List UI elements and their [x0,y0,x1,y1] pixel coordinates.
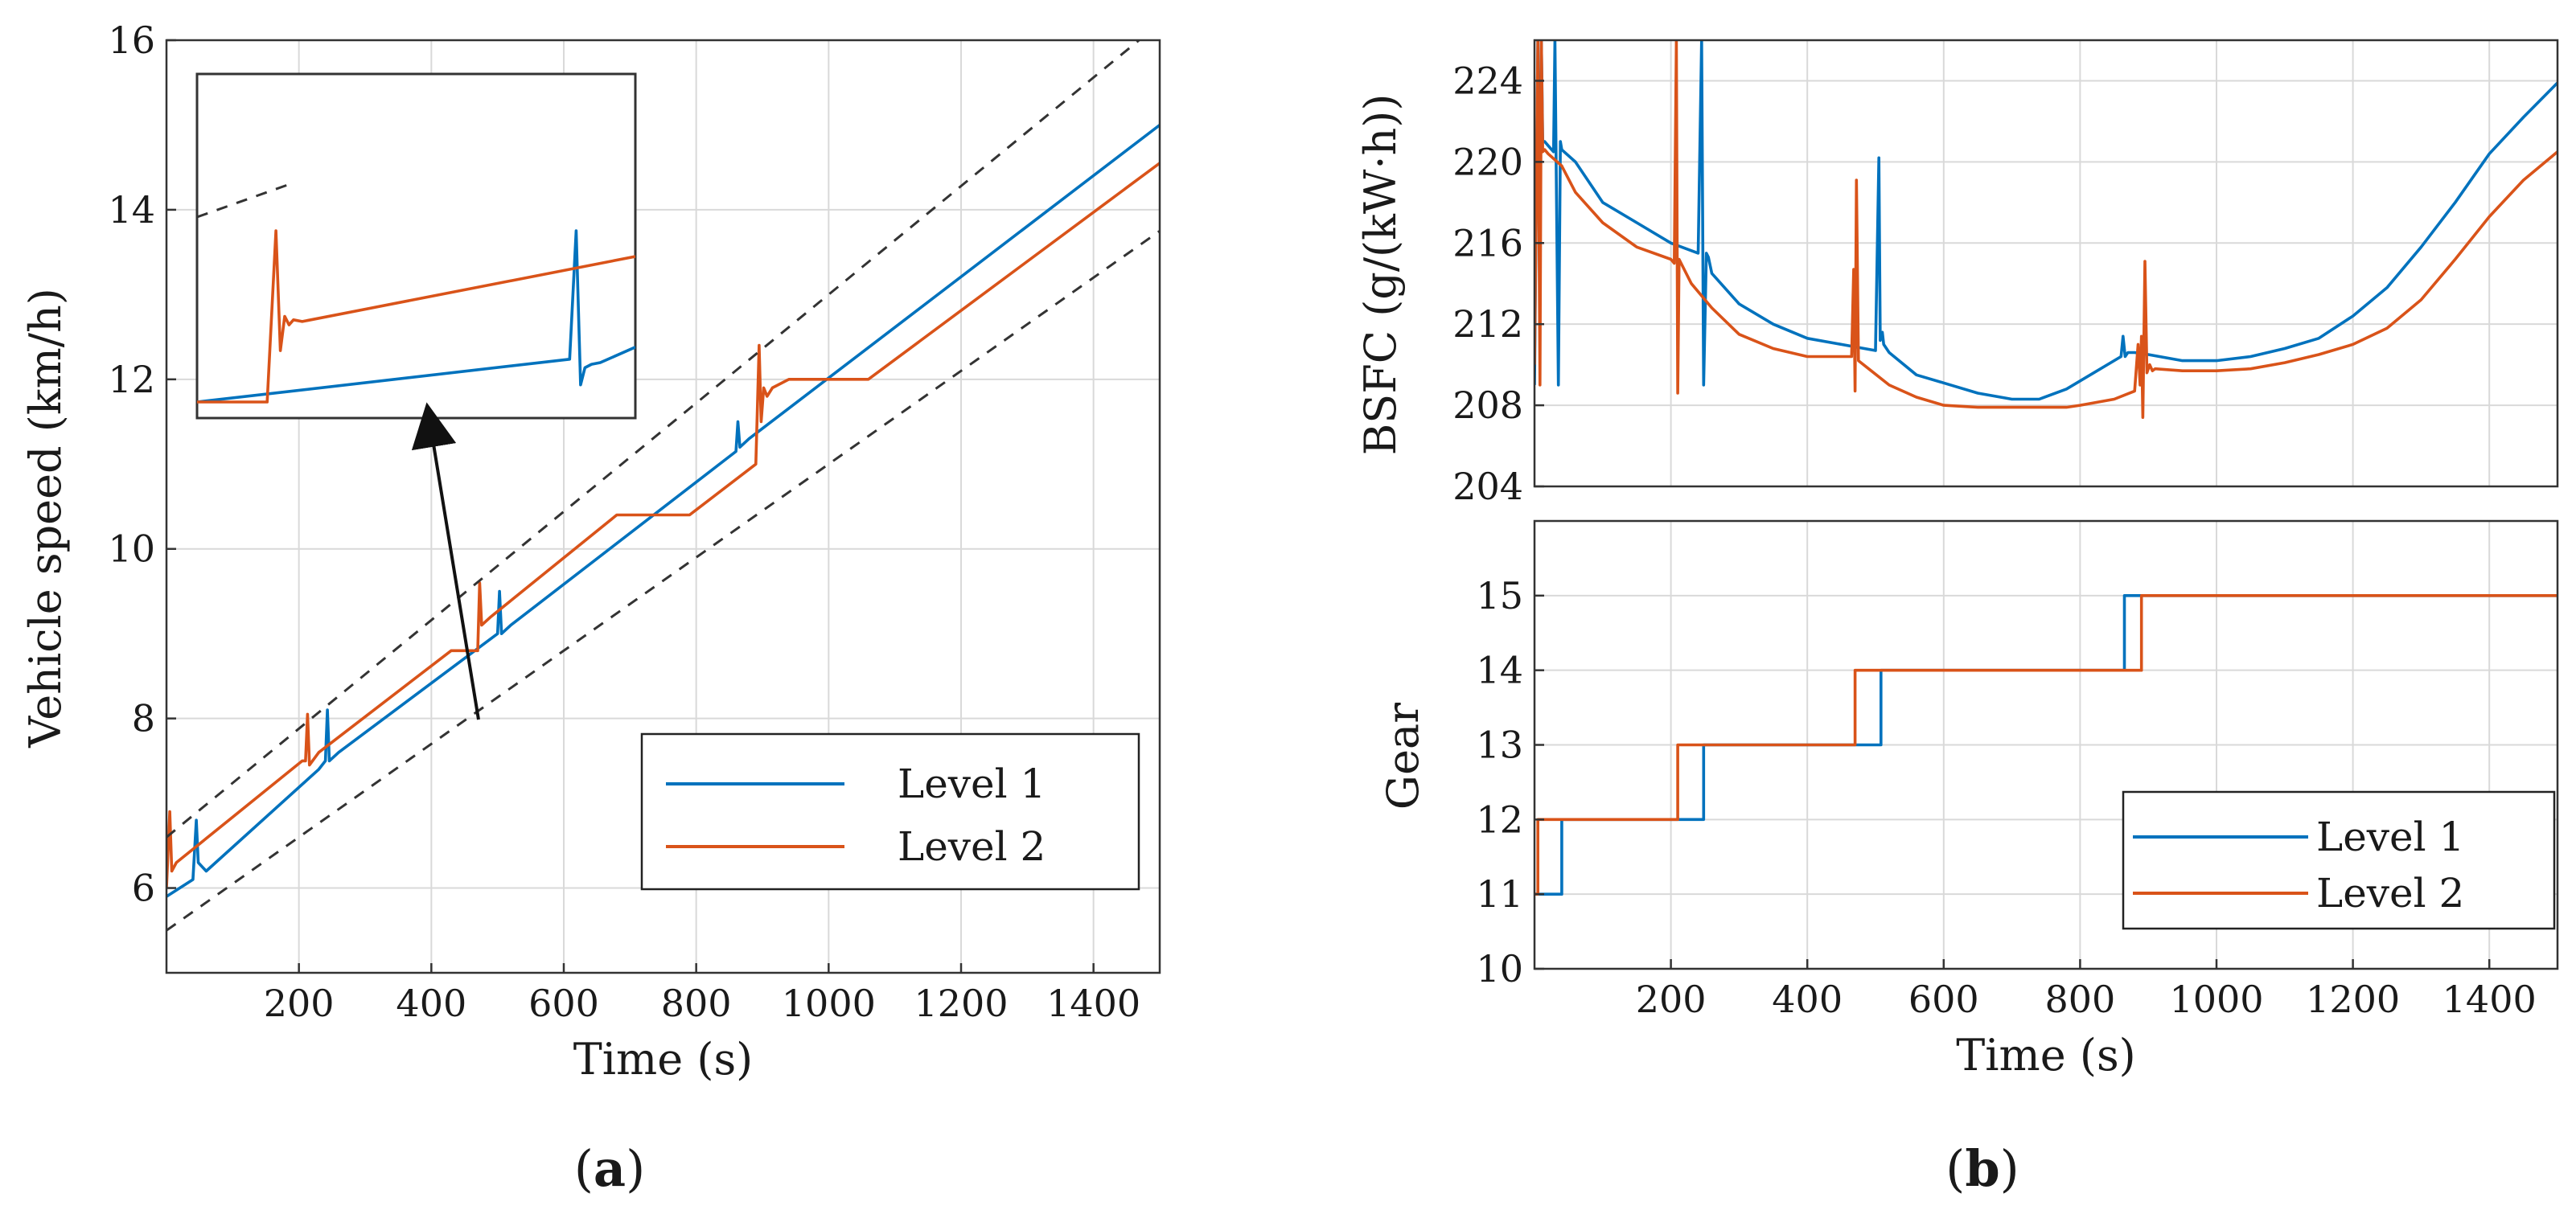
chart-panel-b-bottom: 200 400 600 800 1000 1200 1400 10 11 12 13 14 15 Time… [1378,519,2559,1081]
plot-area [166,40,1160,932]
legend-box [640,732,1140,891]
tick-label-y: 12 [1476,798,1523,841]
y-axis-label: Vehicle speed (km/h) [20,288,71,748]
y-axis-label: BSFC (g/(kW·h)) [1355,94,1406,456]
inset-series-level-1 [197,229,635,404]
tick-label-y: 8 [132,697,155,740]
tick-label-y: 204 [1452,465,1523,508]
tick-label-x: 600 [528,982,599,1025]
series-line-lower-bound [166,230,1160,932]
tick-label-x: 1400 [2442,978,2537,1021]
tick-label-y: 16 [108,18,155,62]
legend-label: Level 2 [898,823,1046,870]
tick-label-x: 1200 [2306,978,2400,1021]
caption-b: (b) [1945,1139,2019,1198]
legend-label: Level 1 [2316,814,2464,860]
series-line-upper-bound [166,40,1141,839]
tick-label-y: 11 [1476,872,1523,916]
series-line-level-1 [166,124,1160,898]
x-axis-label: Time (s) [1956,1030,2135,1081]
tick-label-x: 200 [1636,978,1707,1021]
legend-label: Level 2 [2316,870,2464,917]
tick-label-y: 220 [1452,140,1523,183]
tick-label-x: 1400 [1046,982,1140,1025]
series-line-level-2 [1535,593,2558,896]
tick-label-x: 800 [2044,978,2115,1021]
tick-label-y: 10 [1476,947,1523,990]
tick-label-y: 216 [1452,221,1523,265]
plot-area [1535,40,2558,420]
tick-label-y: 14 [1476,649,1523,692]
tick-label-x: 1200 [914,982,1008,1025]
tick-label-y: 224 [1452,59,1523,102]
tick-label-y: 14 [108,188,155,232]
tick-label-x: 400 [1772,978,1843,1021]
plot-area [1535,593,2558,896]
tick-label-y: 212 [1452,302,1523,346]
inset-series-upper-bound [197,181,294,219]
axes-frame [165,39,1161,974]
zoom-arrow [411,402,480,720]
inset-plot [197,181,635,404]
chart-panel-b-top: 204 208 212 216 220 224 BSFC (g/(kW·h)) [1355,39,2559,508]
axes-frame [1533,39,2559,488]
series-line-level-1 [1535,40,2558,401]
chart-panel-a: 200 400 600 800 1000 1200 1400 6 8 10 12 14 16 Time (… [20,18,1161,1085]
tick-label-y: 208 [1452,383,1523,427]
tick-label-x: 200 [264,982,335,1025]
tick-label-y: 6 [132,867,155,910]
tick-label-x: 400 [396,982,466,1025]
series-line-level-2 [1535,40,2558,420]
caption-a: (a) [574,1139,646,1198]
inset-series-level-2 [197,229,635,404]
caption-b-letter: b [1965,1139,1999,1198]
caption-a-letter: a [594,1139,626,1198]
tick-label-x: 800 [661,982,732,1025]
tick-label-x: 1000 [782,982,876,1025]
series-line-level-2 [166,162,1160,888]
tick-label-y: 10 [108,527,155,571]
tick-label-y: 13 [1476,724,1523,767]
legend-box [2122,790,2556,930]
tick-label-y: 12 [108,358,155,401]
inset-frame [195,72,637,420]
y-axis-label: Gear [1378,703,1428,810]
tick-label-x: 600 [1908,978,1979,1021]
tick-label-y: 15 [1476,574,1523,617]
x-axis-label: Time (s) [573,1034,753,1085]
tick-label-x: 1000 [2169,978,2263,1021]
legend-label: Level 1 [898,761,1046,807]
